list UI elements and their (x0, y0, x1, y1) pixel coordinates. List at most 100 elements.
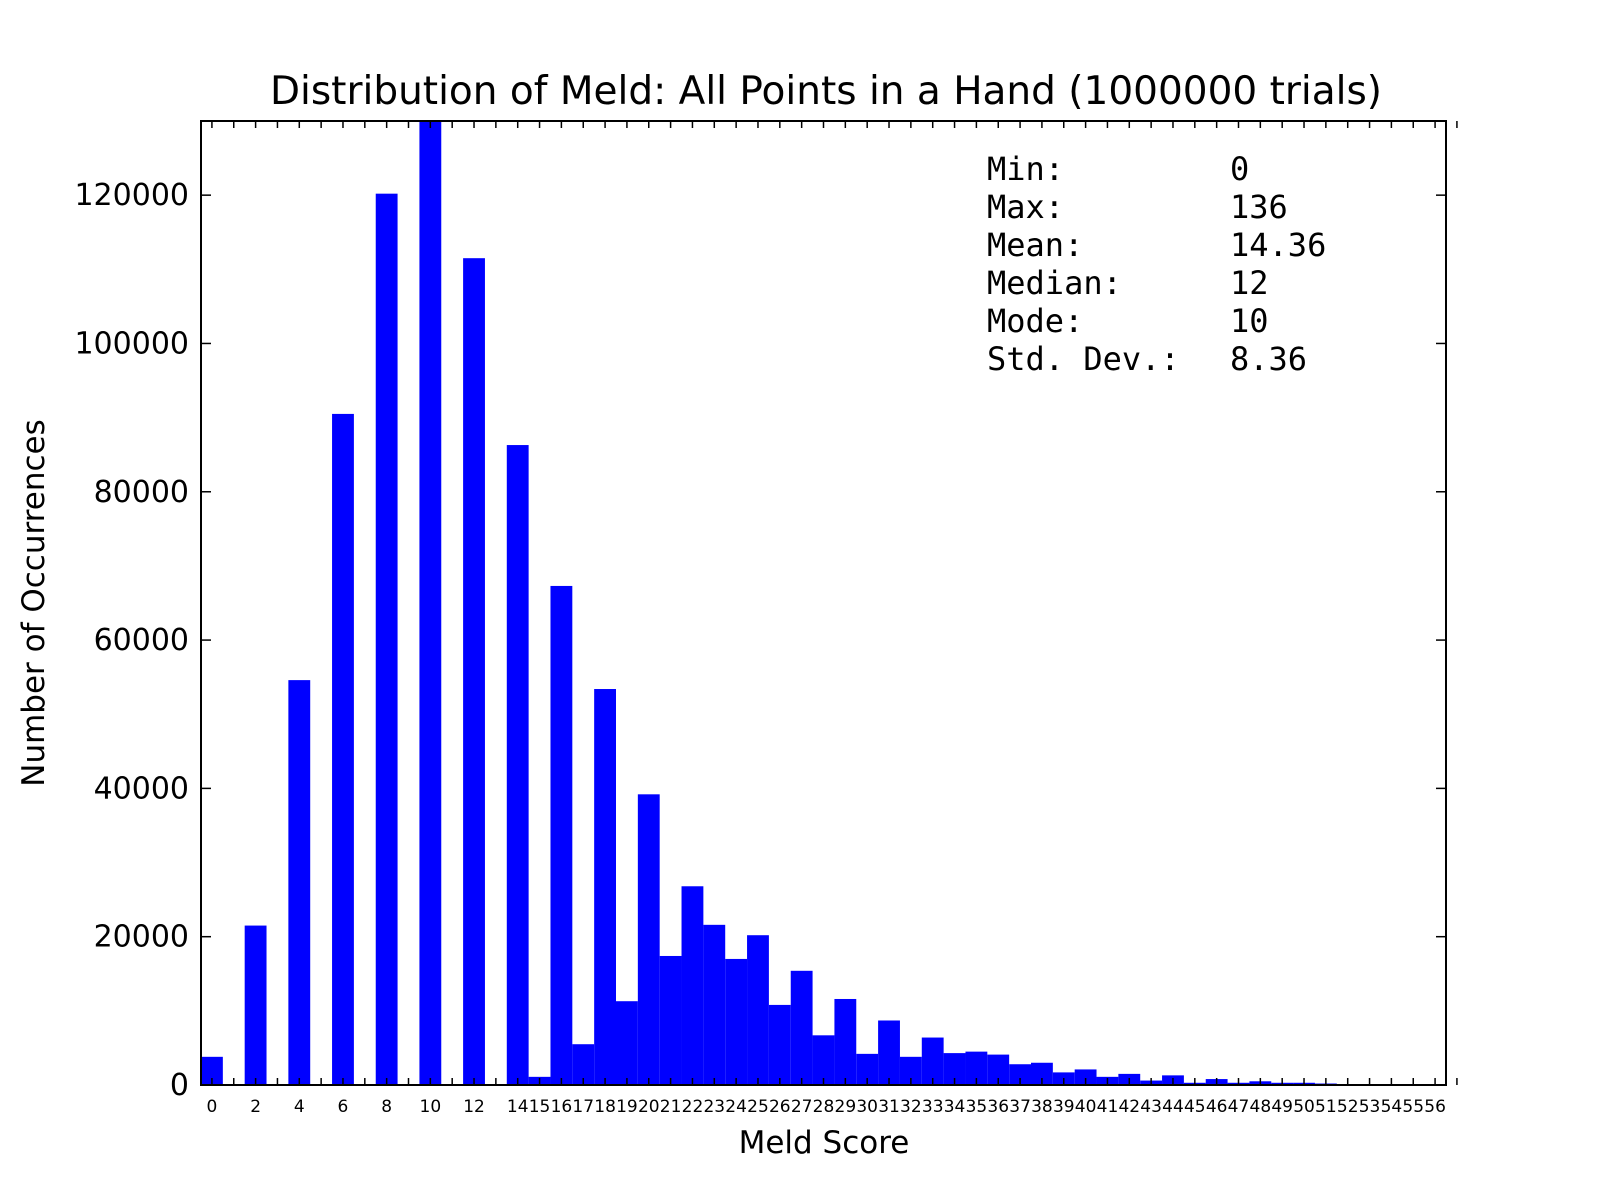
x-tick-label-15: 15 (529, 1097, 551, 1117)
bar-38 (1031, 1062, 1053, 1085)
x-tick-label-31: 31 (878, 1097, 900, 1117)
bar-18 (594, 689, 616, 1085)
x-tick-label-56: 56 (1424, 1097, 1446, 1117)
y-tick-label-80000: 80000 (94, 475, 189, 510)
bar-2 (244, 925, 267, 1085)
x-tick-labels: 0 2 4 6 8 10 12 14 15 16 17 18 19 20 21 22 23 24 25 26 27 28 2… (207, 1097, 1446, 1117)
x-tick-label-30: 30 (856, 1097, 878, 1117)
x-tick-label-22: 22 (682, 1097, 704, 1117)
y-tick-labels: 0 20000 40000 60000 80000 100000 120000 (74, 178, 189, 1103)
bar-14 (506, 445, 529, 1085)
x-tick-label-2: 2 (250, 1097, 261, 1117)
x-tick-label-52: 52 (1337, 1097, 1359, 1117)
x-tick-label-36: 36 (987, 1097, 1009, 1117)
bar-29 (834, 998, 857, 1085)
bar-6 (332, 413, 354, 1085)
x-tick-label-33: 33 (922, 1097, 944, 1117)
x-tick-label-19: 19 (616, 1097, 638, 1117)
x-tick-label-29: 29 (835, 1097, 857, 1117)
bars-group (201, 121, 1359, 1086)
x-tick-label-44: 44 (1162, 1097, 1184, 1117)
x-tick-label-34: 34 (944, 1097, 966, 1117)
stat-label-2: Mean: (987, 226, 1083, 264)
stat-value-0: 0 (1230, 150, 1249, 188)
bar-27 (790, 970, 813, 1085)
bar-35 (965, 1051, 988, 1085)
bar-30 (856, 1053, 879, 1085)
stat-value-3: 12 (1230, 264, 1269, 302)
stat-value-2: 14.36 (1230, 226, 1326, 264)
bar-37 (1009, 1064, 1031, 1085)
stat-label-5: Std. Dev.: (987, 340, 1180, 378)
bar-32 (899, 1056, 922, 1085)
bar-28 (812, 1035, 835, 1085)
stat-label-4: Mode: (987, 302, 1083, 340)
y-tick-label-60000: 60000 (94, 623, 189, 658)
bar-40 (1074, 1069, 1097, 1085)
x-tick-label-12: 12 (463, 1097, 485, 1117)
bar-36 (987, 1054, 1010, 1085)
y-tick-label-20000: 20000 (94, 920, 189, 955)
x-tick-label-8: 8 (381, 1097, 392, 1117)
x-tick-label-48: 48 (1250, 1097, 1272, 1117)
y-axis-label: Number of Occurrences (16, 419, 52, 787)
x-tick-label-28: 28 (813, 1097, 835, 1117)
stat-label-3: Median: (987, 264, 1122, 302)
bar-19 (616, 1001, 638, 1085)
x-tick-label-20: 20 (638, 1097, 660, 1117)
bar-23 (703, 924, 726, 1085)
x-tick-label-27: 27 (791, 1097, 813, 1117)
x-tick-label-49: 49 (1271, 1097, 1293, 1117)
bar-25 (747, 935, 769, 1085)
x-tick-label-4: 4 (294, 1097, 305, 1117)
x-tick-label-43: 43 (1140, 1097, 1162, 1117)
x-tick-label-41: 41 (1097, 1097, 1119, 1117)
bar-22 (681, 886, 704, 1085)
x-tick-label-50: 50 (1293, 1097, 1315, 1117)
y-tick-label-120000: 120000 (74, 178, 189, 213)
x-tick-label-39: 39 (1053, 1097, 1075, 1117)
y-tick-label-0: 0 (170, 1068, 189, 1103)
x-tick-label-38: 38 (1031, 1097, 1053, 1117)
x-tick-label-35: 35 (966, 1097, 988, 1117)
x-tick-label-6: 6 (338, 1097, 349, 1117)
bar-0 (201, 1056, 223, 1085)
chart-title: Distribution of Meld: All Points in a Ha… (270, 69, 1382, 114)
bar-21 (659, 955, 682, 1085)
bar-4 (288, 680, 311, 1085)
x-tick-label-21: 21 (660, 1097, 682, 1117)
bar-12 (463, 258, 485, 1086)
x-tick-label-54: 54 (1381, 1097, 1403, 1117)
bar-17 (572, 1044, 595, 1085)
stat-value-5: 8.36 (1230, 340, 1307, 378)
x-tick-label-25: 25 (747, 1097, 769, 1117)
stat-value-4: 10 (1230, 302, 1269, 340)
bar-8 (375, 193, 398, 1085)
bar-33 (921, 1037, 944, 1085)
x-tick-label-51: 51 (1315, 1097, 1337, 1117)
plot-frame (200, 120, 1447, 1086)
stat-value-1: 136 (1230, 188, 1288, 226)
y-tick-label-100000: 100000 (74, 326, 189, 361)
x-tick-label-18: 18 (594, 1097, 616, 1117)
stat-label-0: Min: (987, 150, 1064, 188)
x-tick-label-14: 14 (507, 1097, 529, 1117)
y-tick-label-40000: 40000 (94, 771, 189, 806)
bar-16 (550, 585, 573, 1085)
x-tick-label-10: 10 (420, 1097, 442, 1117)
x-tick-label-24: 24 (725, 1097, 747, 1117)
x-tick-label-47: 47 (1228, 1097, 1250, 1117)
stat-label-1: Max: (987, 188, 1064, 226)
bar-10 (419, 121, 442, 1085)
x-tick-label-40: 40 (1075, 1097, 1097, 1117)
stats-box: Min: 0 Max: 136 Mean: 14.36 Median: 12 Mode: 10 St… (987, 150, 1326, 378)
bar-24 (725, 958, 748, 1085)
x-tick-label-37: 37 (1009, 1097, 1031, 1117)
x-tick-label-0: 0 (207, 1097, 218, 1117)
x-tick-label-17: 17 (572, 1097, 594, 1117)
x-tick-label-32: 32 (900, 1097, 922, 1117)
x-tick-label-53: 53 (1359, 1097, 1381, 1117)
bar-26 (768, 1004, 791, 1085)
x-tick-label-46: 46 (1206, 1097, 1228, 1117)
